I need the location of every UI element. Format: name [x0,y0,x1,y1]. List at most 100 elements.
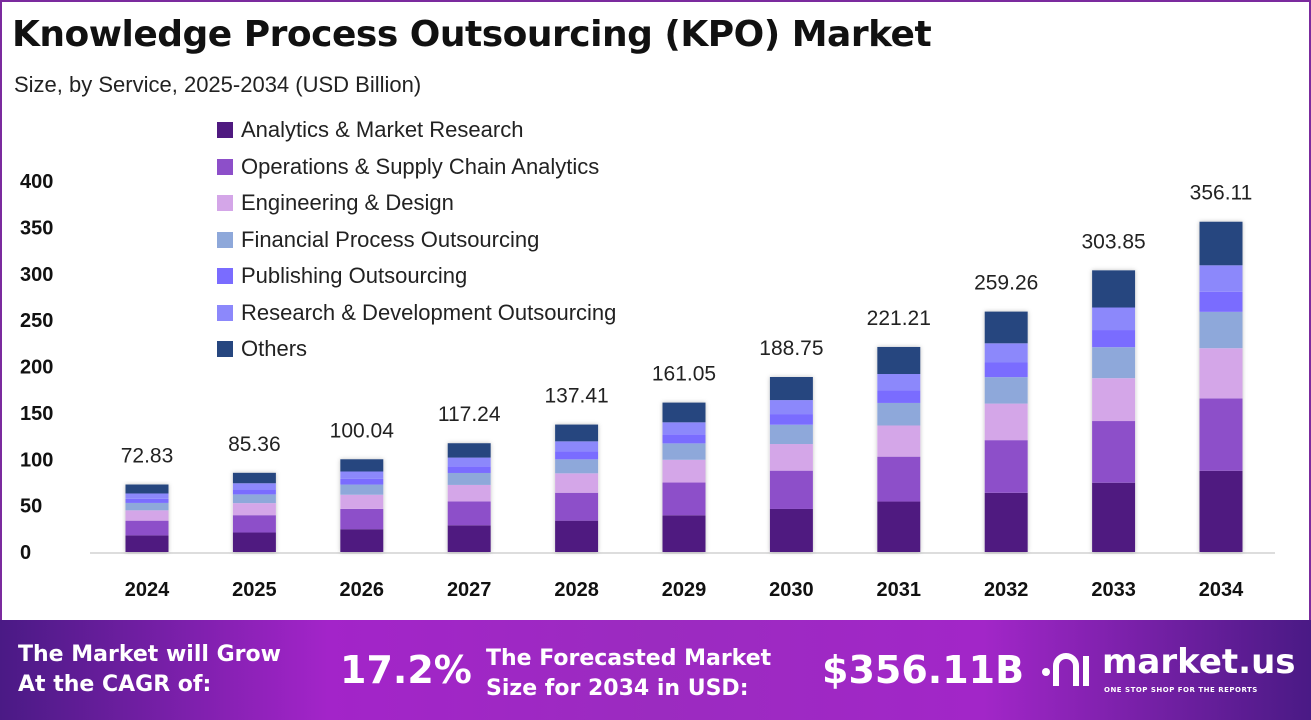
bar-segment [1199,470,1243,552]
logo-icon [1042,653,1089,686]
bar-segment [340,484,384,495]
bar-segment [232,515,276,533]
legend-item: Operations & Supply Chain Analytics [217,149,616,186]
bar-total-label: 117.24 [438,403,501,426]
bar-segment [447,501,491,526]
bar-segment [447,484,491,502]
y-tick-label: 400 [20,171,53,193]
bar-segment [232,494,276,504]
cagr-label-line-1: The Market will Grow [18,642,281,667]
bar-segment [1199,398,1243,471]
chart-subtitle: Size, by Service, 2025-2034 (USD Billion… [14,72,422,97]
bar-segment [877,425,921,457]
legend-label: Research & Development Outsourcing [241,299,617,325]
x-tick-label: 2028 [554,579,599,601]
bar-segment [662,402,706,423]
bar-segment [340,478,384,485]
bar-segment [984,440,1028,493]
bar-segment [1092,482,1136,552]
forecast-label-line-2: Size for 2034 in USD: [486,676,749,701]
bar-segment [125,498,169,503]
legend-label: Publishing Outsourcing [241,263,468,289]
bar-segment [340,494,384,509]
x-tick-label: 2029 [662,579,707,601]
y-tick-label: 200 [20,357,53,379]
bar-segment [232,532,276,552]
bar-segment [984,377,1028,404]
bar-segment [555,492,599,521]
bar-segment [447,525,491,552]
bar-segment [662,515,706,552]
bar-segment [1092,378,1136,422]
x-tick-label: 2027 [447,579,492,601]
bar-segment [447,472,491,485]
bar-segment [1092,307,1136,331]
bar-segment [877,346,921,375]
bar-total-label: 259.26 [974,272,1038,295]
bar-total-label: 221.21 [867,307,931,330]
bar-segment [662,434,706,444]
legend-swatch [217,268,233,285]
bar-segment [769,414,813,425]
forecast-label: The Forecasted Market Size for 2034 in U… [486,644,771,704]
bar-segment [1199,291,1243,312]
x-tick-label: 2024 [125,579,170,601]
bar-segment [877,390,921,403]
x-tick-label: 2026 [340,579,385,601]
legend-label: Operations & Supply Chain Analytics [241,153,600,179]
bar-segment [232,503,276,516]
bar-total-label: 161.05 [652,363,716,386]
bar-segment [769,400,813,415]
legend-item: Research & Development Outsourcing [217,295,616,332]
legend-label: Financial Process Outsourcing [241,226,540,252]
bar-segment [662,422,706,435]
cagr-label-line-2: At the CAGR of: [18,672,212,697]
bar-segment [447,457,491,467]
bar-segment [984,362,1028,378]
bar-segment [232,483,276,490]
bar-segment [125,510,169,521]
bar-segment [769,508,813,552]
bar-segment [769,376,813,401]
bar-segment [340,508,384,530]
bar-segment [1092,347,1136,379]
x-tick-label: 2032 [984,579,1029,601]
bar-segment [1199,221,1243,266]
bar-segment [1199,348,1243,399]
bar-total-label: 188.75 [759,337,823,360]
bar-segment [769,444,813,471]
legend-label: Analytics & Market Research [241,117,524,143]
bar-segment [1092,330,1136,348]
bar-total-label: 356.11 [1190,182,1253,205]
bar-segment [125,535,169,552]
legend-item: Engineering & Design [217,185,616,222]
y-tick-label: 350 [20,217,53,239]
bar-segment [984,311,1028,344]
bar-segment [877,374,921,391]
bar-segment [340,471,384,479]
bar-segment [340,529,384,552]
y-tick-label: 0 [20,542,31,564]
bar-segment [984,343,1028,363]
x-tick-label: 2030 [769,579,814,601]
y-tick-label: 150 [20,403,53,425]
y-tick-label: 300 [20,264,53,286]
bar-segment [555,424,599,442]
legend-item: Publishing Outsourcing [217,258,616,295]
bar-segment [232,472,276,484]
bar-segment [555,473,599,493]
legend-item: Analytics & Market Research [217,112,616,149]
bar-segment [769,470,813,509]
bar-segment [662,443,706,460]
legend-swatch [217,195,233,212]
legend-swatch [217,304,233,321]
bar-total-label: 303.85 [1081,230,1145,253]
legend-swatch [217,231,233,248]
legend-swatch [217,122,233,139]
cagr-label: The Market will Grow At the CAGR of: [18,640,281,700]
legend-swatch [217,341,233,358]
bar-segment [984,492,1028,552]
bar-segment [125,484,169,494]
bar-segment [555,451,599,460]
legend-swatch [217,158,233,175]
